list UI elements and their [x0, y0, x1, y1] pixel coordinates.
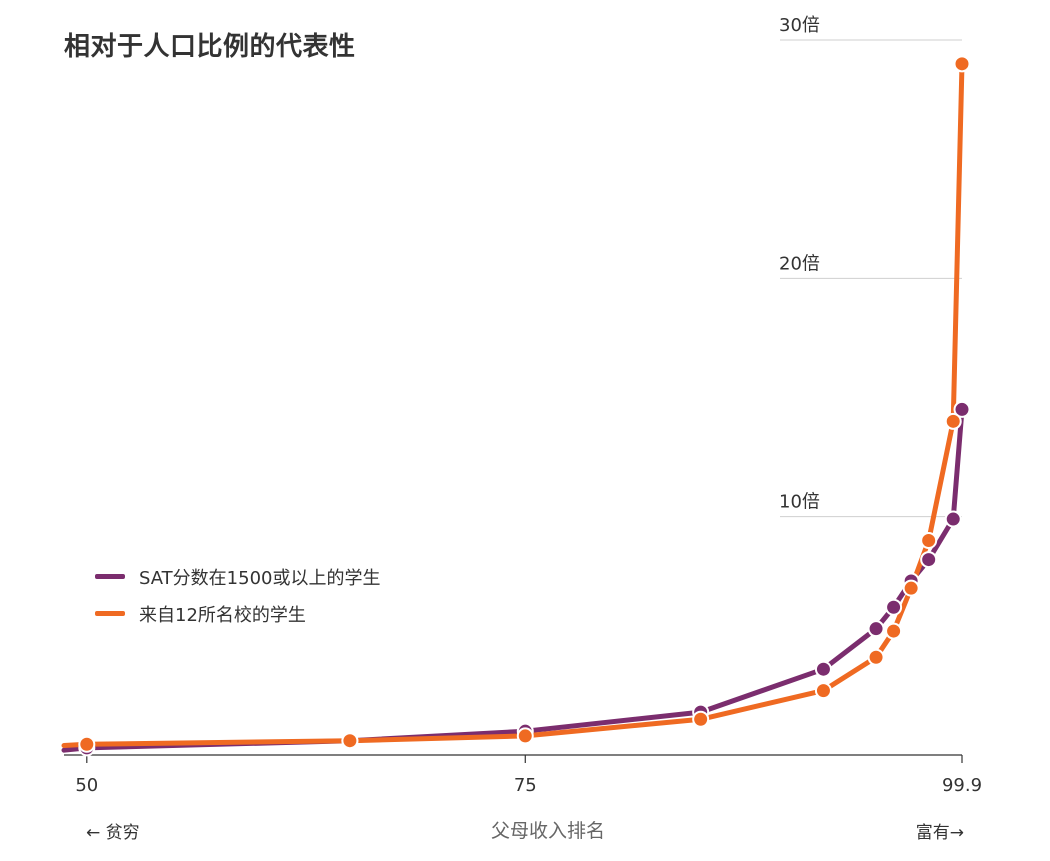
data-point-s0-5 [814, 660, 832, 678]
legend-label-elite: 来自12所名校的学生 [139, 604, 306, 626]
data-point-s1-4 [692, 710, 710, 728]
x-axis-label: 父母收入排名 [490, 820, 605, 842]
legend-swatch-elite [95, 611, 125, 616]
data-point-s0-7 [885, 598, 903, 616]
series-line-1 [61, 61, 965, 748]
gridlines [780, 39, 962, 518]
y-tick-label: 10倍 [779, 492, 820, 513]
data-point-s1-11 [953, 55, 971, 73]
legend-item-elite: 来自12所名校的学生 [95, 595, 380, 632]
y-tick-labels: 10倍 20倍 30倍 [779, 15, 820, 513]
data-point-s1-10 [944, 412, 962, 430]
y-tick-label: 20倍 [779, 253, 820, 274]
data-point-s1-8 [902, 579, 920, 597]
data-point-s0-11 [953, 400, 971, 418]
x-left-note: ← 贫穷 [86, 823, 140, 843]
x-tick-label: 75 [514, 775, 537, 796]
data-point-s0-9 [920, 551, 938, 569]
y-tick-label: 30倍 [779, 15, 820, 36]
legend-item-sat: SAT分数在1500或以上的学生 [95, 558, 380, 595]
x-axis: 50 75 99.9 [64, 754, 982, 796]
data-point-s1-5 [814, 682, 832, 700]
series-points [78, 55, 971, 757]
data-point-s1-6 [867, 648, 885, 666]
data-point-s0-10 [944, 510, 962, 528]
x-right-note: 富有→ [915, 823, 964, 843]
series-lines [61, 61, 965, 753]
data-point-s1-3 [516, 727, 534, 745]
x-tick-label: 50 [75, 775, 98, 796]
x-tick-label: 99.9 [942, 775, 982, 796]
data-point-s1-7 [885, 622, 903, 640]
legend: SAT分数在1500或以上的学生 来自12所名校的学生 [95, 558, 380, 632]
data-point-s0-6 [867, 620, 885, 638]
legend-swatch-sat [95, 574, 125, 579]
data-point-s1-1 [78, 735, 96, 753]
data-point-s1-9 [920, 532, 938, 549]
chart-title: 相对于人口比例的代表性 [64, 32, 356, 62]
legend-label-sat: SAT分数在1500或以上的学生 [139, 567, 381, 589]
data-point-s1-2 [341, 732, 359, 750]
